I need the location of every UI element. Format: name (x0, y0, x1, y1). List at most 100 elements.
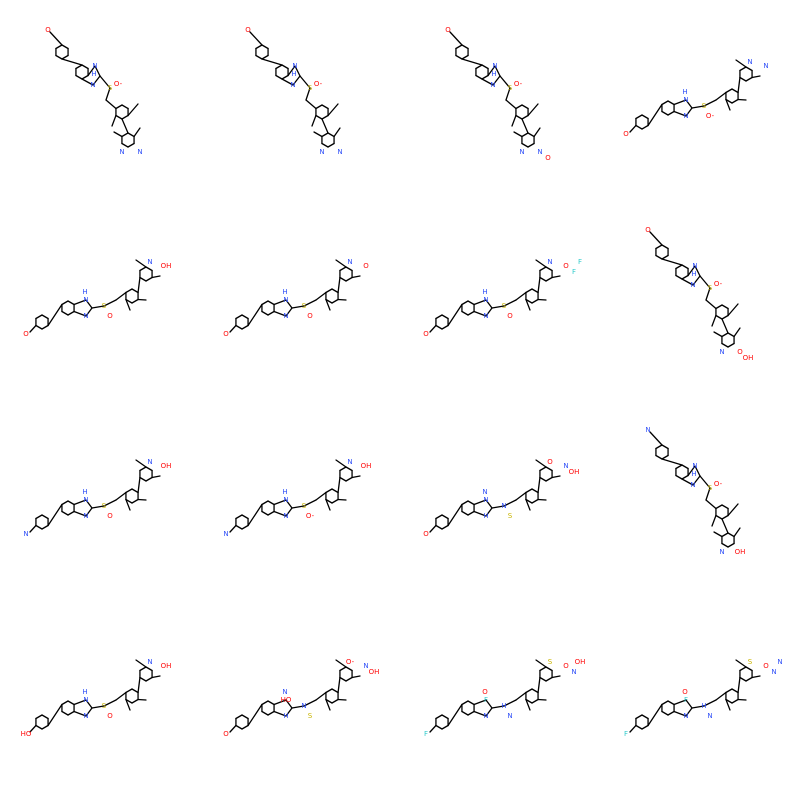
atom-label: N (501, 502, 506, 510)
atom-label: OH (743, 354, 754, 362)
atom-label: N (747, 58, 752, 66)
atom-label: O (107, 512, 113, 520)
molecule-cell: O N H N S O- N N (600, 0, 800, 200)
atom-label: N (92, 62, 97, 70)
atom-label: N (319, 148, 324, 156)
atom-label: N (777, 658, 782, 666)
atom-label: O- (714, 480, 723, 488)
atom-label: N (147, 658, 152, 666)
molecule-cell: F F O N H N S O N OH (400, 600, 600, 800)
atom-label: H (691, 470, 696, 478)
atom-label: N (482, 488, 487, 496)
atom-label: O (547, 458, 553, 466)
atom-label: O (423, 530, 429, 538)
atom-label: O (107, 312, 113, 320)
atom-label: OH (161, 662, 172, 670)
atom-label: O (23, 330, 29, 338)
atom-label: N (283, 312, 288, 320)
atom-label: N (90, 81, 95, 89)
atom-label: N (483, 712, 488, 720)
atom-label: N (683, 112, 688, 120)
atom-label: O (763, 662, 769, 670)
atom-label: O (445, 26, 451, 34)
atom-label: S (702, 102, 707, 110)
atom-label: N (490, 81, 495, 89)
atom-label: N (683, 712, 688, 720)
atom-label: N (547, 258, 552, 266)
atom-label: N (645, 426, 650, 434)
atom-label: O (307, 312, 313, 320)
atom-label: H (282, 288, 287, 296)
atom-label: OH (161, 462, 172, 470)
atom-label: N (492, 62, 497, 70)
atom-label: F (624, 730, 628, 738)
atom-label: O (737, 348, 743, 356)
atom-label: O (623, 130, 629, 138)
atom-label: OH (361, 462, 372, 470)
atom-label: O (645, 226, 651, 234)
molecule-cell: O N H N S O- N N (200, 0, 400, 200)
molecule-cell: N N H N S O N OH (0, 400, 200, 600)
atom-label: H (291, 70, 296, 78)
atom-label: N (690, 481, 695, 489)
atom-label: O (107, 712, 113, 720)
atom-label: OH (575, 658, 586, 666)
atom-label: O (482, 688, 488, 696)
atom-label: S (308, 712, 313, 720)
atom-label: N (483, 312, 488, 320)
atom-label: F (572, 268, 576, 276)
atom-label: N (83, 512, 88, 520)
atom-label: O- (706, 112, 715, 120)
atom-label: H (282, 488, 287, 496)
atom-label: N (119, 148, 124, 156)
atom-label: H (482, 288, 487, 296)
atom-label: OH (369, 668, 380, 676)
molecule-cell: N N H N S O- N OH (600, 400, 800, 600)
atom-label: F (424, 730, 428, 738)
atom-label: S (708, 284, 713, 292)
atom-label: N (223, 530, 228, 538)
atom-label: O (563, 262, 569, 270)
atom-label: HO (21, 730, 32, 738)
atom-label: O (223, 730, 229, 738)
atom-label: H (491, 70, 496, 78)
atom-label: N (483, 296, 488, 304)
atom-label: F (578, 258, 582, 266)
molecule-cell: O N H N S O- N N (0, 0, 200, 200)
atom-label: F (484, 696, 488, 704)
molecule-cell: N N H N S O- N OH (200, 400, 400, 600)
atom-label: H (82, 288, 87, 296)
atom-label: H (682, 88, 687, 96)
atom-label: OH (569, 468, 580, 476)
atom-label: N (83, 712, 88, 720)
atom-label: N (571, 668, 576, 676)
atom-label: N (137, 148, 142, 156)
atom-label: S (108, 84, 113, 92)
atom-label: N (83, 496, 88, 504)
molecule-cell: HO N H N S O N OH (0, 600, 200, 800)
atom-label: S (548, 658, 553, 666)
atom-label: O- (314, 80, 323, 88)
atom-label: H (91, 70, 96, 78)
atom-label: O (45, 26, 51, 34)
atom-label: O (507, 312, 513, 320)
atom-label: N (719, 348, 724, 356)
atom-label: N (692, 262, 697, 270)
atom-label: O (563, 662, 569, 670)
atom-label: N (83, 696, 88, 704)
atom-label: H (691, 270, 696, 278)
atom-label: N (83, 296, 88, 304)
atom-label: S (102, 502, 107, 510)
atom-label: O- (114, 80, 123, 88)
atom-label: HO (281, 696, 292, 704)
